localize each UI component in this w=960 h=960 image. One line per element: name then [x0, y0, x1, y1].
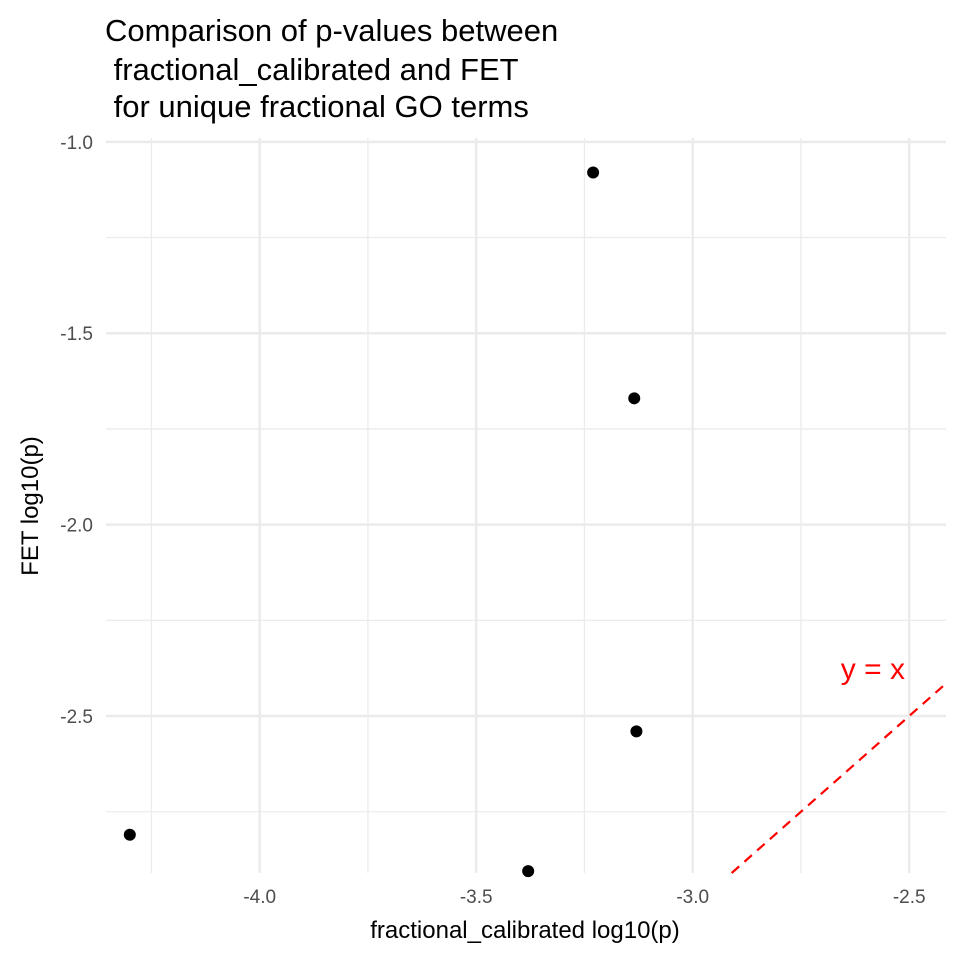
y-tick-labels: -1.0 -1.5 -2.0 -2.5 — [60, 133, 93, 728]
grid-major — [106, 138, 946, 873]
x-tick-label: -3.0 — [676, 887, 709, 908]
data-point — [628, 392, 641, 405]
chart-title-line-2: fractional_calibrated and FET — [105, 52, 519, 87]
y-tick-label: -1.5 — [60, 324, 93, 345]
grid-minor — [106, 138, 946, 873]
data-point — [123, 828, 136, 841]
reference-line-group — [730, 682, 947, 874]
reference-line-label: y = x — [841, 653, 905, 686]
chart-title-line-1: Comparison of p-values between — [105, 13, 558, 48]
chart-title-line-3: for unique fractional GO terms — [105, 89, 529, 124]
x-tick-label: -4.0 — [243, 887, 276, 908]
x-tick-label: -2.5 — [893, 887, 926, 908]
x-axis-label: fractional_calibrated log10(p) — [370, 917, 680, 944]
y-tick-label: -2.5 — [60, 707, 93, 728]
data-point — [630, 725, 643, 738]
x-tick-label: -3.5 — [460, 887, 493, 908]
data-point — [522, 865, 535, 878]
y-axis-label: FET log10(p) — [17, 436, 44, 576]
y-tick-label: -2.0 — [60, 516, 93, 537]
data-points — [123, 166, 643, 878]
data-point — [587, 166, 600, 179]
x-tick-labels: -4.0 -3.5 -3.0 -2.5 — [243, 887, 925, 908]
reference-line — [730, 682, 947, 874]
y-tick-label: -1.0 — [60, 133, 93, 154]
